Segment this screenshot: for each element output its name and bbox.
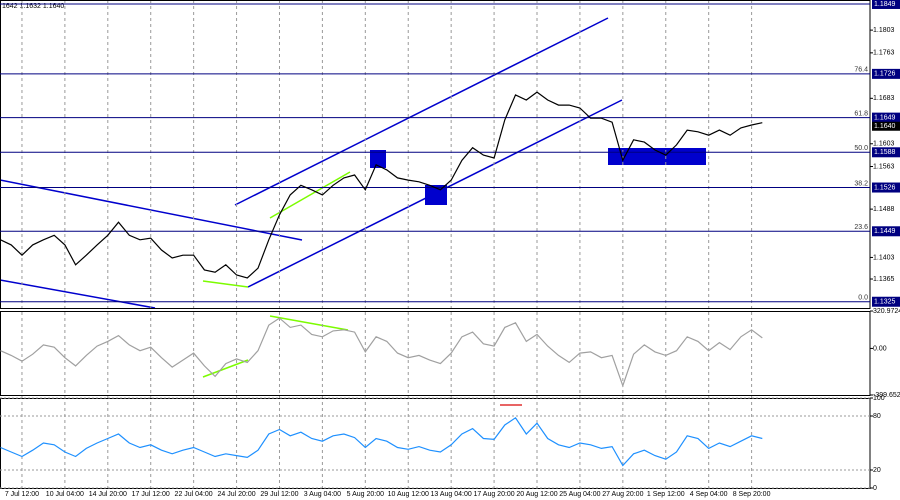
x-tick-label: 24 Jul 20:00 <box>217 491 255 498</box>
panel-frame <box>0 311 871 396</box>
x-tick-label: 14 Jul 20:00 <box>89 491 127 498</box>
fib-label: 38.2 <box>854 180 868 187</box>
y-tick-label: 1.1488 <box>873 206 895 213</box>
level-label: 1.1526 <box>874 184 896 191</box>
zone-box <box>425 185 447 205</box>
level-label-box <box>872 0 900 9</box>
last-price-box <box>872 121 900 131</box>
channel-upper <box>234 17 609 206</box>
x-tick-label: 13 Aug 04:00 <box>431 491 472 498</box>
series-line <box>0 416 763 467</box>
x-tick-label: 8 Sep 20:00 <box>733 491 771 498</box>
level-label-box <box>872 147 900 158</box>
y-tick-label: 1.1563 <box>873 163 895 170</box>
panel-frame <box>0 398 871 489</box>
y-tick-label: 1.1763 <box>873 50 895 57</box>
x-tick-label: 29 Jul 12:00 <box>260 491 298 498</box>
panel-frame <box>0 0 871 309</box>
x-tick-label: 10 Aug 12:00 <box>388 491 429 498</box>
y-tick-label: 320.9724 <box>873 308 900 315</box>
last-price-label: 1.1640 <box>874 123 896 130</box>
fib-label: 76.4 <box>854 67 868 74</box>
x-tick-label: 4 Sep 04:00 <box>690 491 728 498</box>
y-tick-label: 80 <box>873 413 881 420</box>
level-label: 1.1726 <box>874 71 896 78</box>
y-tick-label: 1.1803 <box>873 27 895 34</box>
series-line <box>0 91 763 279</box>
x-tick-label: 7 Jul 12:00 <box>5 491 39 498</box>
x-tick-label: 3 Aug 04:00 <box>304 491 341 498</box>
y-tick-label: -399.652 <box>873 392 900 399</box>
chart-header: 1642 1.1632 1.1640 <box>2 3 64 10</box>
x-tick-label: 22 Jul 04:00 <box>175 491 213 498</box>
y-tick-label: 0.00 <box>873 345 887 352</box>
level-label: 1.1849 <box>874 1 896 8</box>
y-tick-label: 1.1603 <box>873 141 895 148</box>
x-tick-label: 5 Aug 20:00 <box>347 491 384 498</box>
divergence-line <box>202 359 249 378</box>
divergence-line <box>269 171 351 219</box>
x-tick-label: 25 Aug 04:00 <box>559 491 600 498</box>
x-tick-label: 27 Aug 20:00 <box>602 491 643 498</box>
y-tick-label: 1.1403 <box>873 254 895 261</box>
divergence-line <box>202 280 249 288</box>
series-line <box>0 317 763 388</box>
x-tick-label: 10 Jul 04:00 <box>46 491 84 498</box>
fib-label: 50.0 <box>854 145 868 152</box>
divergence-line <box>269 315 349 331</box>
level-label-box <box>872 226 900 237</box>
level-label: 1.1449 <box>874 228 896 235</box>
x-tick-label: 20 Aug 12:00 <box>516 491 557 498</box>
level-label-box <box>872 182 900 193</box>
level-label-box <box>872 112 900 123</box>
trend-line <box>0 279 156 309</box>
fib-label: 61.8 <box>854 110 868 117</box>
x-tick-label: 17 Aug 20:00 <box>473 491 514 498</box>
level-label-box <box>872 296 900 307</box>
fib-label: 0.0 <box>858 295 868 302</box>
y-tick-label: 1.1683 <box>873 95 895 102</box>
y-tick-label: 100 <box>873 395 885 402</box>
level-label: 1.1325 <box>874 299 896 306</box>
x-tick-label: 1 Sep 12:00 <box>647 491 685 498</box>
level-label: 1.1588 <box>874 149 896 156</box>
level-label-box <box>872 68 900 79</box>
level-label: 1.1649 <box>874 114 896 121</box>
y-tick-label: 20 <box>873 467 881 474</box>
zone-box <box>370 150 386 168</box>
fib-label: 23.6 <box>854 224 868 231</box>
x-tick-label: 17 Jul 12:00 <box>132 491 170 498</box>
y-tick-label: 0 <box>873 485 877 492</box>
y-tick-label: 1.1365 <box>873 276 895 283</box>
